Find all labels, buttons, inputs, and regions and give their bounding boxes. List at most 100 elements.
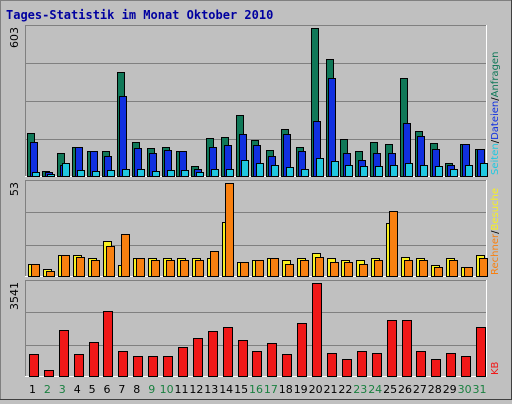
chart-panels: 603Seiten/Dateien/Anfragen53Rechner/Besu… <box>8 25 501 377</box>
legend-dateien: Dateien <box>490 101 501 140</box>
day-label-28: 28 <box>428 383 442 396</box>
legend-separator: / <box>490 97 501 101</box>
bar-kb-day-23 <box>357 351 367 377</box>
bar-kb-day-26 <box>402 320 412 377</box>
bar-rechner-day-2 <box>46 271 55 277</box>
day-label-20: 20 <box>309 383 323 396</box>
series-kb <box>29 283 486 377</box>
bar-seiten-day-8 <box>137 169 145 177</box>
bar-kb-day-11 <box>178 347 188 377</box>
bar-rechner-day-26 <box>404 260 413 277</box>
bar-seiten-day-16 <box>256 163 264 177</box>
bar-kb-day-4 <box>74 354 84 377</box>
bar-kb-day-16 <box>252 351 262 377</box>
bar-rechner-day-30 <box>464 267 473 277</box>
panel-legend: Rechner/Besuche <box>490 188 501 275</box>
legend-anfragen: Anfragen <box>490 52 501 98</box>
legend-seiten: Seiten <box>490 143 501 175</box>
bar-seiten-day-15 <box>241 160 249 177</box>
bar-seiten-day-2 <box>47 174 55 177</box>
day-label-29: 29 <box>443 383 457 396</box>
bar-rechner-day-10 <box>166 260 175 277</box>
bar-seiten-day-27 <box>420 165 428 177</box>
bar-seiten-day-7 <box>122 169 130 177</box>
bar-rechner-day-18 <box>285 264 294 277</box>
bar-kb-day-2 <box>44 370 54 377</box>
bar-rechner-day-5 <box>91 260 100 277</box>
bar-kb-day-28 <box>431 359 441 377</box>
bar-kb-day-22 <box>342 359 352 377</box>
day-label-17: 17 <box>264 383 278 396</box>
legend-kb: KB <box>490 361 501 375</box>
legend-separator: / <box>490 139 501 143</box>
bar-seiten-day-12 <box>196 172 204 177</box>
bar-rechner-day-17 <box>270 258 279 277</box>
bar-seiten-day-11 <box>181 170 189 177</box>
legend-besuche: Besuche <box>490 188 501 231</box>
bar-rechner-day-13 <box>210 251 219 277</box>
day-label-19: 19 <box>294 383 308 396</box>
day-label-3: 3 <box>59 383 66 396</box>
day-label-10: 10 <box>160 383 174 396</box>
bar-rechner-day-3 <box>61 255 70 277</box>
bar-seiten-day-17 <box>271 165 279 177</box>
bar-rechner-day-12 <box>195 260 204 277</box>
panel-legend: Seiten/Dateien/Anfragen <box>490 52 501 175</box>
bar-seiten-day-20 <box>316 158 324 177</box>
bar-rechner-day-25 <box>389 211 398 277</box>
day-label-22: 22 <box>338 383 352 396</box>
bar-kb-day-18 <box>282 354 292 377</box>
bar-dateien-day-7 <box>119 96 127 177</box>
bar-rechner-day-22 <box>344 262 353 277</box>
bar-seiten-day-13 <box>211 169 219 177</box>
bar-kb-day-15 <box>238 340 248 377</box>
bar-seiten-day-14 <box>226 169 234 177</box>
bar-kb-day-20 <box>312 283 322 377</box>
bar-kb-day-5 <box>89 342 99 377</box>
bar-seiten-day-26 <box>405 163 413 177</box>
day-label-9: 9 <box>148 383 155 396</box>
bar-rechner-day-1 <box>31 264 40 277</box>
day-label-21: 21 <box>324 383 338 396</box>
bar-rechner-day-20 <box>315 257 324 277</box>
bar-rechner-day-21 <box>330 262 339 277</box>
day-label-6: 6 <box>104 383 111 396</box>
panel-max-label: 53 <box>8 182 21 196</box>
bar-rechner-day-9 <box>151 260 160 277</box>
series-rechner <box>31 183 488 277</box>
day-label-27: 27 <box>413 383 427 396</box>
bar-kb-day-3 <box>59 330 69 377</box>
bar-rechner-day-31 <box>479 258 488 277</box>
bar-seiten-day-3 <box>62 163 70 177</box>
bar-seiten-day-18 <box>286 167 294 177</box>
day-label-31: 31 <box>473 383 487 396</box>
day-label-4: 4 <box>74 383 81 396</box>
day-label-13: 13 <box>204 383 218 396</box>
bar-seiten-day-31 <box>480 163 488 177</box>
bar-kb-day-13 <box>208 331 218 377</box>
bar-seiten-day-1 <box>32 172 40 177</box>
bar-seiten-day-9 <box>152 171 160 177</box>
day-label-25: 25 <box>383 383 397 396</box>
bar-kb-day-6 <box>103 311 113 377</box>
bar-rechner-day-11 <box>180 260 189 277</box>
bar-rechner-day-14 <box>225 183 234 277</box>
bar-kb-day-9 <box>148 356 158 377</box>
bar-rechner-day-4 <box>76 257 85 277</box>
bar-kb-day-19 <box>297 323 307 377</box>
panel-visits: 53 Rechner/Besuche <box>8 180 501 277</box>
chart-title: Tages-Statistik im Monat Oktober 2010 <box>6 8 273 22</box>
bar-seiten-day-21 <box>331 161 339 177</box>
panel-legend: KB <box>490 361 501 375</box>
bar-rechner-day-19 <box>300 260 309 277</box>
bar-kb-day-17 <box>267 343 277 377</box>
bar-rechner-day-29 <box>449 260 458 277</box>
day-label-24: 24 <box>368 383 382 396</box>
legend-rechner: Rechner <box>490 233 501 275</box>
bar-seiten-day-10 <box>167 170 175 177</box>
bar-kb-day-31 <box>476 327 486 377</box>
day-label-2: 2 <box>44 383 51 396</box>
